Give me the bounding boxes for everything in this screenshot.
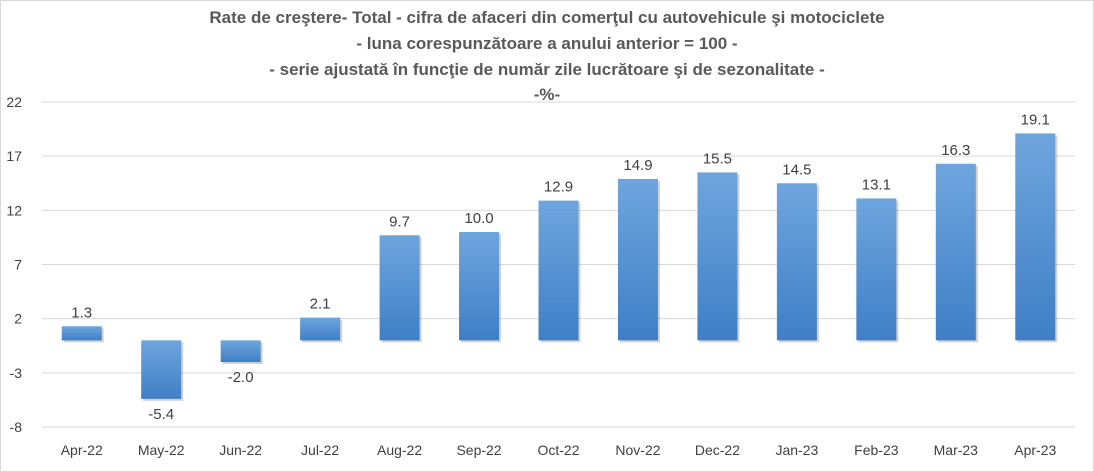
data-label: 2.1: [310, 296, 331, 313]
data-label: 15.5: [703, 150, 732, 167]
data-label: 19.1: [1021, 111, 1050, 128]
data-label: 1.3: [71, 304, 92, 321]
y-tick-label: 12: [6, 202, 22, 218]
y-tick-label: -8: [10, 419, 23, 435]
bar-dec-22: [697, 172, 738, 341]
data-label: 10.0: [464, 210, 493, 227]
chart-title-line-4: -%-: [534, 85, 560, 104]
bar-jan-23: [776, 183, 817, 341]
bar-may-22: [141, 340, 182, 399]
x-tick-label: Oct-22: [537, 442, 579, 458]
bar-feb-23: [856, 198, 897, 341]
bar-jun-22: [220, 340, 261, 362]
x-tick-label: Mar-23: [934, 442, 979, 458]
data-label: -5.4: [148, 406, 174, 423]
y-tick-label: 17: [6, 148, 22, 164]
data-label: 16.3: [941, 142, 970, 159]
chart-title: Rate de creştere- Total - cifra de aface…: [209, 8, 884, 104]
x-tick-label: Apr-22: [61, 442, 103, 458]
x-axis: Apr-22 May-22 Jun-22 Jul-22 Aug-22 Sep-22 Oct-…: [61, 442, 1057, 458]
chart-title-line-2: - luna corespunzătoare a anului anterior…: [356, 34, 737, 53]
chart-title-line-1: Rate de creştere- Total - cifra de aface…: [209, 8, 884, 27]
x-tick-label: Jan-23: [775, 442, 818, 458]
y-tick-label: 2: [14, 311, 22, 327]
x-tick-label: Feb-23: [854, 442, 899, 458]
data-label: 14.5: [782, 161, 811, 178]
bars: [61, 133, 1058, 401]
y-tick-label: 7: [14, 257, 22, 273]
x-tick-label: Jun-22: [219, 442, 262, 458]
data-labels: 1.3 -5.4 -2.0 2.1 9.7 10.0 12.9 14.9 15.5 14.5 13.…: [71, 111, 1050, 422]
y-axis: -8 -3 2 7 12 17 22: [6, 94, 22, 435]
x-tick-label: Aug-22: [377, 442, 422, 458]
bar-apr-23: [1015, 133, 1056, 341]
y-tick-label: 22: [6, 94, 22, 110]
bar-apr-22: [61, 326, 102, 341]
x-tick-label: Dec-22: [695, 442, 740, 458]
data-label: -2.0: [228, 369, 254, 386]
bar-nov-22: [617, 178, 658, 341]
x-tick-label: May-22: [138, 442, 185, 458]
bar-jul-22: [300, 317, 341, 341]
x-tick-label: Nov-22: [615, 442, 660, 458]
data-label: 9.7: [389, 213, 410, 230]
bar-sep-22: [459, 232, 500, 341]
bar-mar-23: [935, 163, 976, 341]
data-label: 13.1: [862, 176, 891, 193]
bar-aug-22: [379, 235, 420, 341]
data-label: 12.9: [544, 179, 573, 196]
x-tick-label: Sep-22: [456, 442, 501, 458]
x-tick-label: Jul-22: [301, 442, 339, 458]
y-tick-label: -3: [10, 365, 23, 381]
chart-title-line-3: - serie ajustată în funcţie de număr zil…: [269, 60, 825, 79]
data-label: 14.9: [623, 157, 652, 174]
bar-oct-22: [538, 200, 579, 341]
x-tick-label: Apr-23: [1014, 442, 1056, 458]
